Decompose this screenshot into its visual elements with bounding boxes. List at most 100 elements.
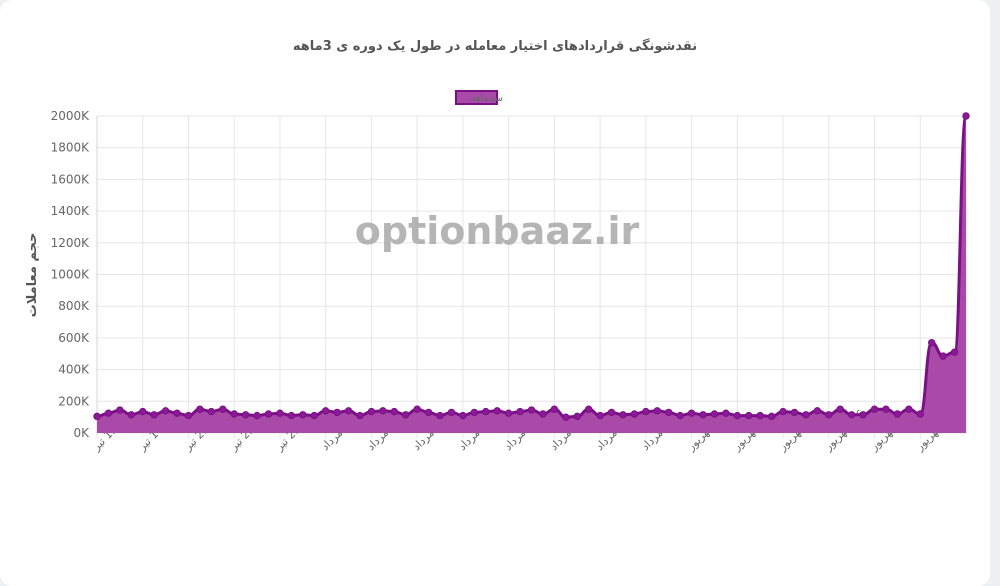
y-axis-ticks: 0K 200K 400K 600K 800K 1000K 1200K 1400K 1600K 18… [51,109,91,440]
data-point[interactable] [379,407,387,415]
data-point[interactable] [482,407,490,416]
y-tick-label: 400K [58,363,90,377]
data-point[interactable] [241,411,250,419]
data-point[interactable] [665,408,673,417]
data-point[interactable] [722,409,730,417]
data-point[interactable] [139,407,147,416]
data-point[interactable] [699,411,707,419]
data-point[interactable] [436,411,444,420]
data-point[interactable] [687,409,696,417]
data-point[interactable] [104,409,113,417]
y-tick-label: 200K [58,394,90,408]
data-point[interactable] [893,410,902,418]
data-point[interactable] [619,411,627,419]
data-point[interactable] [173,409,181,417]
data-point[interactable] [516,407,524,416]
data-point[interactable] [642,407,650,416]
data-point[interactable] [493,407,501,415]
data-point[interactable] [116,406,124,414]
data-point[interactable] [847,411,856,419]
y-tick-label: 2000K [51,109,91,123]
data-point[interactable] [127,411,136,419]
data-point[interactable] [93,412,101,421]
data-point[interactable] [447,408,456,417]
data-point[interactable] [916,410,924,418]
series-points [93,112,970,421]
legend-swatch [455,90,498,105]
y-axis-title: حجم معاملات [25,233,40,318]
legend-label: سه‌ماهه [470,93,503,104]
data-point[interactable] [424,408,433,417]
data-point[interactable] [676,411,684,420]
data-point[interactable] [630,410,639,418]
data-point[interactable] [504,409,513,417]
data-point[interactable] [779,407,787,416]
data-point[interactable] [905,405,913,413]
data-point[interactable] [562,413,570,421]
data-point[interactable] [927,338,936,347]
y-tick-label: 1600K [51,172,91,186]
data-point[interactable] [310,411,318,420]
y-tick-label: 1400K [51,204,91,218]
watermark: optionbaaz.ir [355,209,640,253]
data-point[interactable] [230,410,238,418]
data-point[interactable] [790,408,799,417]
y-tick-label: 0K [73,426,90,440]
data-point[interactable] [745,411,753,420]
data-point[interactable] [333,408,341,417]
data-point[interactable] [356,411,364,420]
data-point[interactable] [184,411,193,420]
data-point[interactable] [813,407,822,415]
data-point[interactable] [950,348,959,356]
data-point[interactable] [219,405,227,413]
data-point[interactable] [344,407,353,415]
y-tick-label: 600K [58,331,90,345]
data-point[interactable] [276,409,284,417]
data-point[interactable] [402,411,410,419]
data-point[interactable] [836,405,844,413]
data-point[interactable] [264,410,273,418]
data-point[interactable] [539,410,547,418]
data-point[interactable] [253,411,261,420]
data-point[interactable] [287,411,296,420]
data-point[interactable] [573,412,581,421]
data-point[interactable] [527,406,536,414]
data-point[interactable] [161,407,170,415]
data-point[interactable] [321,407,330,415]
data-point[interactable] [653,407,661,415]
y-tick-label: 1200K [51,236,91,250]
grid [96,115,967,439]
data-point[interactable] [413,405,421,413]
y-tick-label: 1000K [51,268,91,282]
legend[interactable]: سه‌ماهه [455,90,503,105]
data-point[interactable] [584,405,593,413]
data-point[interactable] [470,408,479,417]
data-point[interactable] [299,411,307,419]
data-point[interactable] [207,407,216,416]
series-line [96,114,968,419]
data-point[interactable] [767,412,776,421]
data-point[interactable] [459,411,467,420]
data-point[interactable] [367,407,376,416]
data-point[interactable] [882,405,890,413]
data-point[interactable] [390,407,398,416]
data-point[interactable] [150,411,158,419]
data-point[interactable] [596,411,604,420]
data-point[interactable] [710,410,719,418]
data-point[interactable] [733,411,742,420]
data-point[interactable] [607,408,616,417]
y-tick-label: 1800K [51,141,91,155]
y-tick-label: 800K [58,299,90,313]
data-point[interactable] [870,405,879,413]
data-point[interactable] [825,411,833,419]
data-point[interactable] [550,405,559,413]
data-point[interactable] [939,352,947,360]
data-point[interactable] [859,411,867,419]
data-point[interactable] [196,405,204,413]
data-point[interactable] [802,411,810,419]
data-point[interactable] [756,411,764,420]
data-point[interactable] [962,112,970,120]
scrollbar[interactable] [990,0,1000,586]
